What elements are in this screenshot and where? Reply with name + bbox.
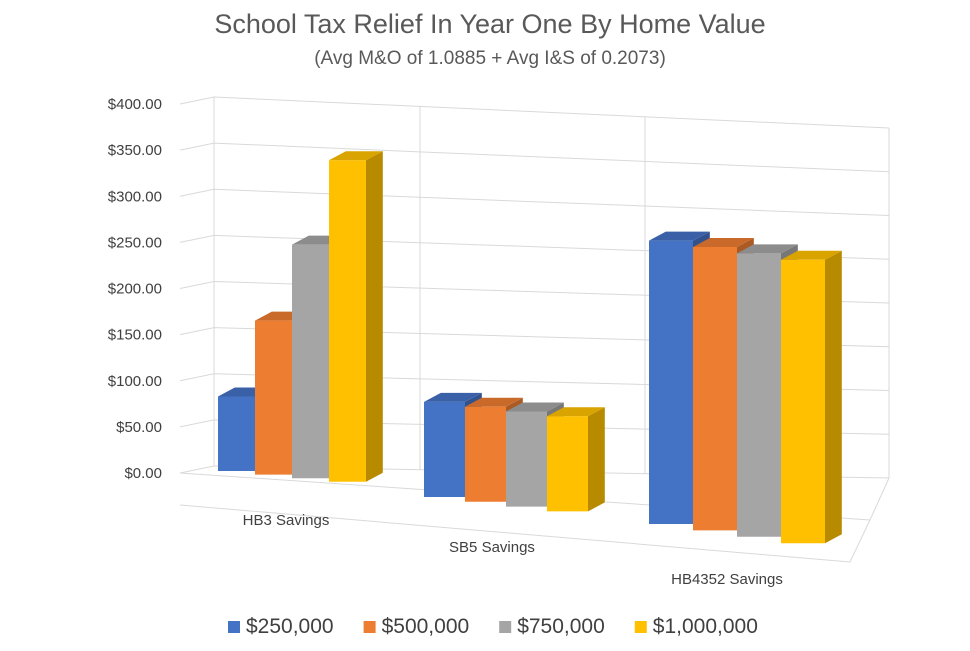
- y-tick-label: $350.00: [108, 142, 162, 159]
- legend-label: $750,000: [517, 615, 605, 638]
- bar-front: [547, 416, 588, 512]
- legend-label: $500,000: [382, 615, 470, 638]
- bars: [218, 151, 842, 544]
- bar-front: [506, 411, 547, 507]
- legend-label: $1,000,000: [653, 615, 758, 638]
- y-axis-ticks: $0.00 $50.00 $100.00 $150.00 $200.00 $250.00 $…: [108, 96, 162, 482]
- legend-swatch: [363, 621, 376, 633]
- chart-floor: [179, 472, 890, 563]
- bar-front: [255, 320, 292, 475]
- chart-subtitle: (Avg M&O of 1.0885 + Avg I&S of 0.2073): [314, 48, 666, 69]
- chart-title: School Tax Relief In Year One By Home Va…: [214, 9, 765, 39]
- y-tick-label: $300.00: [108, 188, 162, 205]
- bar-front: [424, 401, 465, 497]
- bar-top: [693, 238, 754, 247]
- legend-swatch: [499, 621, 512, 633]
- category-labels: HB3 Savings SB5 Savings HB4352 Savings: [243, 512, 783, 588]
- legend-label: $250,000: [246, 615, 334, 638]
- y-tick-label: $0.00: [124, 465, 162, 482]
- bar-front: [737, 253, 781, 537]
- category-label: HB3 Savings: [243, 512, 330, 529]
- bar-front: [649, 240, 693, 524]
- bar-top: [465, 397, 523, 407]
- gridlines: [179, 96, 890, 479]
- bar-side: [588, 407, 605, 512]
- bar-front: [218, 396, 255, 471]
- bar-top: [649, 231, 710, 241]
- gridline: [179, 188, 890, 216]
- bar-front: [781, 259, 825, 544]
- bar-top: [781, 250, 842, 260]
- bar: [781, 250, 842, 544]
- gridline: [179, 96, 890, 129]
- y-tick-label: $400.00: [108, 96, 162, 113]
- legend-swatch: [228, 621, 240, 633]
- y-tick-label: $200.00: [108, 281, 162, 298]
- y-tick-label: $50.00: [116, 419, 162, 436]
- bar-front: [465, 406, 506, 502]
- category-label: SB5 Savings: [449, 539, 535, 556]
- bar-front: [292, 244, 329, 479]
- bar-top: [506, 402, 564, 412]
- legend-swatch: [634, 621, 647, 633]
- y-tick-label: $150.00: [108, 327, 162, 344]
- bar-front: [693, 247, 737, 531]
- legend: $250,000 $500,000 $750,000 $1,000,000: [228, 615, 758, 638]
- floor-front-edge: [179, 504, 871, 563]
- bar-top: [424, 392, 482, 402]
- y-tick-label: $100.00: [108, 373, 162, 390]
- y-tick-label: $250.00: [108, 234, 162, 251]
- gridline: [179, 142, 890, 173]
- bar-side: [825, 250, 842, 544]
- bar-side: [366, 151, 383, 482]
- bar-top: [329, 151, 383, 161]
- bar-front: [329, 160, 366, 482]
- bar: [329, 151, 383, 482]
- category-label: HB4352 Savings: [671, 571, 783, 588]
- bar-top: [547, 407, 605, 417]
- bar: [547, 407, 605, 512]
- bar-top: [737, 244, 798, 254]
